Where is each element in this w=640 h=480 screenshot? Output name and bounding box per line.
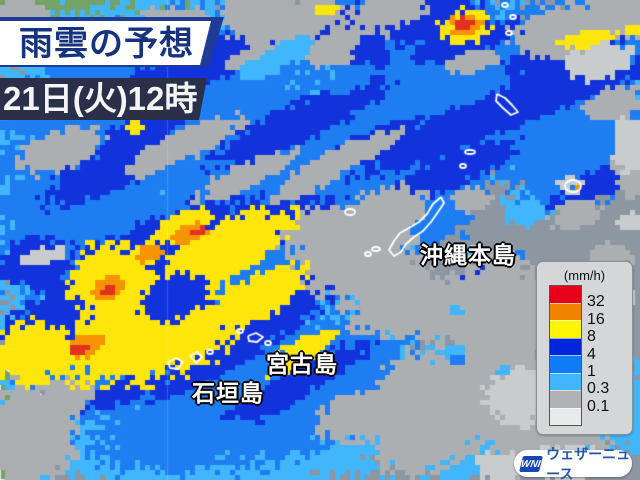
datetime-banner: 21日(火)12時 <box>0 78 207 120</box>
wni-logo-icon: WNI <box>519 455 544 472</box>
legend-tick: 0.1 <box>587 397 610 415</box>
legend-tick: 8 <box>587 328 596 346</box>
label-miyakojima: 宮古島 <box>266 351 338 377</box>
legend-color-cell <box>550 355 581 373</box>
label-ishigakijima: 石垣島 <box>192 380 264 406</box>
legend-color-cell <box>550 286 581 303</box>
rain-intensity-legend: (mm/h) 32 16 8 4 1 0.3 0.1 <box>536 261 633 435</box>
legend-color-cell <box>550 302 581 320</box>
legend-color-cell <box>550 390 581 408</box>
legend-tick: 32 <box>587 293 605 311</box>
legend-tick: 1 <box>587 363 596 380</box>
legend-tick: 4 <box>587 345 596 363</box>
legend-color-cell <box>550 320 581 338</box>
legend-tick: 0.3 <box>587 380 610 398</box>
weathernews-logo[interactable]: WNI ウェザーニュース <box>514 446 632 480</box>
title-banner: 雨雲の予想 <box>0 21 211 65</box>
legend-color-cell <box>550 407 581 425</box>
legend-color-cell <box>550 337 581 355</box>
legend-colorbar <box>549 285 582 426</box>
legend-unit-label: (mm/h) <box>563 268 606 283</box>
label-okinawa-honto: 沖縄本島 <box>420 242 516 268</box>
forecast-datetime: 21日(火)12時 <box>3 80 198 117</box>
legend-color-cell <box>550 372 581 390</box>
page-title: 雨雲の予想 <box>19 25 194 63</box>
legend-tick-labels: 32 16 8 4 1 0.3 0.1 <box>587 262 631 434</box>
legend-tick: 16 <box>587 310 605 328</box>
wni-logo-text: WNI <box>520 458 542 469</box>
weathernews-logo-label: ウェザーニュース <box>546 445 631 480</box>
